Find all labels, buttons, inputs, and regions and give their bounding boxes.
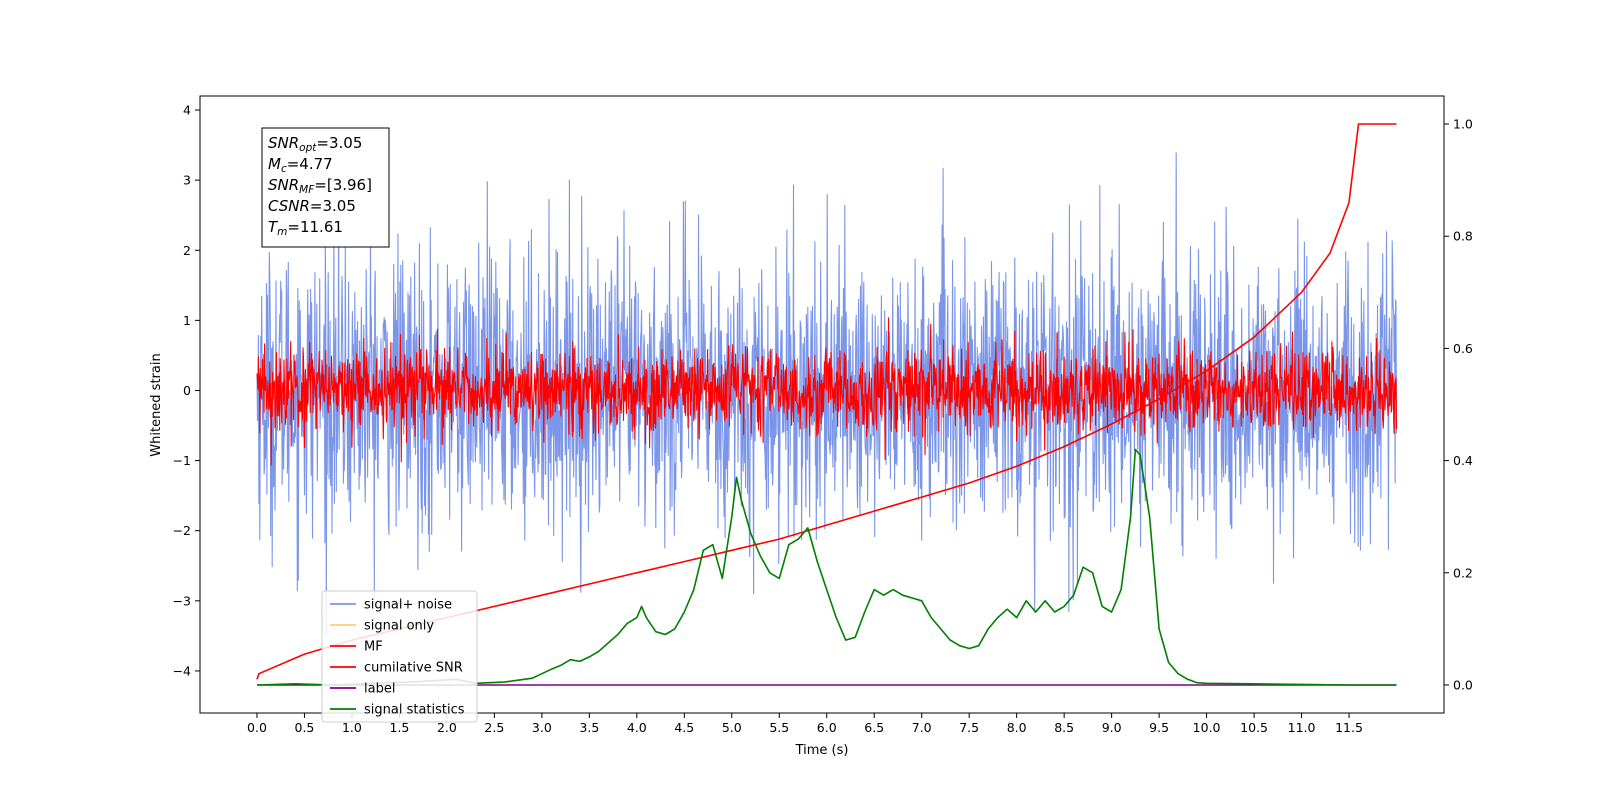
y-tick-label: 2 bbox=[183, 243, 191, 258]
y2-tick-label: 0.2 bbox=[1453, 565, 1473, 580]
y-tick-label: −2 bbox=[173, 523, 191, 538]
y-axis-left: 4 3 2 1 0 −1 −2 −3 −4 bbox=[173, 103, 200, 678]
x-axis: 0.0 0.5 1.0 1.5 2.0 2.5 3.0 3.5 4.0 4.5 5.0 5.5 6.0 6… bbox=[247, 713, 1363, 735]
y2-tick-label: 1.0 bbox=[1453, 117, 1473, 132]
annotation-box: SNRopt=3.05Mc=4.77SNRMF=[3.96]CSNR=3.05T… bbox=[261, 127, 390, 248]
legend: signal+ noise signal only MF cumilative SNR… bbox=[321, 590, 478, 723]
x-axis-label: Time (s) bbox=[795, 743, 849, 758]
legend-item: cumilative SNR bbox=[364, 661, 463, 676]
x-tick-label: 4.0 bbox=[627, 720, 647, 735]
x-tick-label: 9.0 bbox=[1102, 720, 1122, 735]
series-line-2 bbox=[256, 317, 1398, 466]
plot-frame bbox=[199, 95, 1445, 714]
y-tick-label: −4 bbox=[173, 663, 191, 678]
annotation-line: SNRopt=3.05 bbox=[268, 134, 362, 154]
x-tick-label: 11.5 bbox=[1335, 720, 1363, 735]
annotation-line: Mc=4.77 bbox=[268, 155, 333, 175]
x-tick-label: 3.5 bbox=[579, 720, 599, 735]
x-tick-label: 11.0 bbox=[1288, 720, 1316, 735]
annotation-value: =3.05 bbox=[316, 134, 362, 152]
y-tick-label: 4 bbox=[183, 103, 191, 118]
annotation-value: =4.77 bbox=[287, 155, 333, 173]
y-tick-label: 1 bbox=[183, 313, 191, 328]
y-axis-label: Whitened strain bbox=[149, 353, 164, 456]
annotation-value: =[3.96] bbox=[314, 176, 372, 194]
y2-tick-label: 0.8 bbox=[1453, 229, 1473, 244]
y2-tick-label: 0.6 bbox=[1453, 341, 1473, 356]
x-tick-label: 6.0 bbox=[817, 720, 837, 735]
x-tick-label: 0.5 bbox=[295, 720, 315, 735]
x-tick-label: 7.0 bbox=[912, 720, 932, 735]
series-line-5 bbox=[256, 448, 1397, 686]
annotation-subscript: opt bbox=[299, 142, 317, 154]
annotation-symbol: T bbox=[268, 218, 279, 236]
annotation-subscript: m bbox=[277, 226, 287, 238]
legend-item: MF bbox=[364, 640, 383, 655]
annotation-line: SNRMF=[3.96] bbox=[268, 176, 372, 196]
x-tick-label: 6.5 bbox=[864, 720, 884, 735]
y-axis-right: 1.0 0.8 0.6 0.4 0.2 0.0 bbox=[1444, 117, 1473, 692]
x-tick-label: 10.0 bbox=[1193, 720, 1221, 735]
x-tick-label: 8.5 bbox=[1054, 720, 1074, 735]
annotation-symbol: M bbox=[268, 155, 281, 173]
annotation-line: Tm=11.61 bbox=[268, 218, 343, 238]
x-tick-label: 4.5 bbox=[674, 720, 694, 735]
y2-tick-label: 0.4 bbox=[1453, 453, 1473, 468]
x-tick-label: 2.0 bbox=[437, 720, 457, 735]
x-tick-label: 5.0 bbox=[722, 720, 742, 735]
legend-item: label bbox=[364, 682, 395, 697]
x-tick-label: 1.0 bbox=[342, 720, 362, 735]
y-tick-label: 0 bbox=[183, 383, 191, 398]
legend-item: signal statistics bbox=[364, 703, 465, 718]
y-tick-label: 3 bbox=[183, 173, 191, 188]
x-tick-label: 9.5 bbox=[1149, 720, 1169, 735]
annotation-symbol: SNR bbox=[268, 134, 299, 152]
legend-frame bbox=[321, 590, 478, 723]
y2-tick-label: 0.0 bbox=[1453, 677, 1473, 692]
y-tick-label: −1 bbox=[173, 453, 191, 468]
annotation-line: CSNR=3.05 bbox=[268, 197, 356, 215]
annotation-subscript: MF bbox=[299, 184, 315, 196]
x-tick-label: 0.0 bbox=[247, 720, 267, 735]
annotation-symbol: CSNR bbox=[268, 197, 310, 215]
y-tick-label: −3 bbox=[173, 593, 191, 608]
x-tick-label: 1.5 bbox=[389, 720, 409, 735]
annotation-symbol: SNR bbox=[268, 176, 299, 194]
legend-item: signal only bbox=[364, 619, 434, 634]
annotation-value: =3.05 bbox=[310, 197, 356, 215]
x-tick-label: 8.0 bbox=[1007, 720, 1027, 735]
legend-item: signal+ noise bbox=[364, 598, 452, 613]
annotation-subscript: c bbox=[281, 163, 287, 175]
x-tick-label: 7.5 bbox=[959, 720, 979, 735]
x-tick-label: 10.5 bbox=[1240, 720, 1268, 735]
x-tick-label: 3.0 bbox=[532, 720, 552, 735]
annotation-value: =11.61 bbox=[287, 218, 343, 236]
x-tick-label: 2.5 bbox=[484, 720, 504, 735]
x-tick-label: 5.5 bbox=[769, 720, 789, 735]
